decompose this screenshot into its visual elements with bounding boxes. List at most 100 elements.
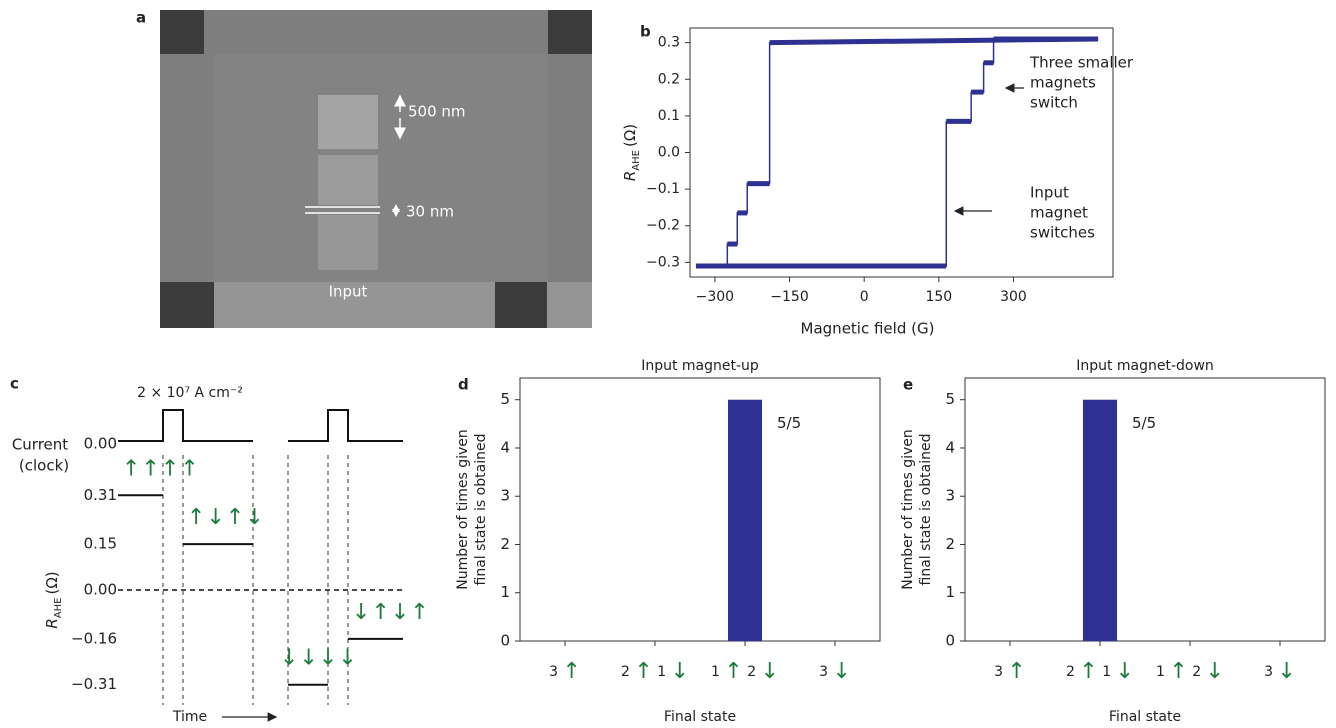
plot-frame — [520, 378, 880, 641]
x-axis-label: Final state — [1109, 709, 1181, 725]
y-tick-label: −0.1 — [646, 181, 680, 197]
glyph: ↑ — [226, 505, 245, 530]
chart-title: Input magnet-up — [641, 358, 759, 374]
y-axis-label-unit: (Ω) — [621, 124, 639, 147]
y-tick-label: 0 — [945, 632, 955, 650]
y-axis-label-main: R — [621, 171, 639, 181]
x-tick-label: 150 — [925, 289, 952, 305]
x-tick-label: 300 — [1000, 289, 1027, 305]
panel-label: b — [640, 23, 651, 41]
x-tick-label: −150 — [770, 289, 808, 305]
glyph: ↑ — [1079, 659, 1097, 684]
glyph: ↓ — [1277, 659, 1295, 684]
y-tick-label: −0.31 — [71, 675, 117, 693]
chart-title: Input magnet-down — [1076, 358, 1214, 374]
x-tick-label: 1 ↑ 2 ↓ — [711, 659, 779, 684]
glyph: 3 — [1264, 664, 1273, 680]
annotation: switch — [1030, 94, 1078, 112]
glyph: ↓ — [1206, 659, 1224, 684]
glyph: ↓ — [338, 646, 357, 671]
y-tick-label: −0.3 — [646, 254, 680, 270]
glyph: ↑ — [161, 456, 180, 481]
glyph: 1 — [1156, 664, 1165, 680]
current-label: Current — [12, 436, 68, 454]
glyph: ↓ — [299, 646, 318, 671]
y-tick-label: 0.31 — [84, 486, 117, 504]
y-tick-label: 0.0 — [658, 145, 680, 161]
glyph: 2 — [1192, 664, 1201, 680]
glyph: 1 — [657, 664, 666, 680]
micrograph — [160, 10, 592, 328]
y-tick-label: 5 — [945, 390, 955, 408]
y-axis-label-sub: AHE — [631, 150, 642, 171]
y-tick-label: 2 — [500, 535, 510, 553]
x-tick-label: 0 — [860, 289, 869, 305]
value-label: 5/5 — [1132, 414, 1156, 432]
x-axis-label: Final state — [664, 709, 736, 725]
y-tick-label: 0 — [500, 632, 510, 650]
y-tick-label: 0.3 — [658, 35, 680, 51]
glyph: ↓ — [391, 600, 410, 625]
annotation: magnets — [1030, 74, 1096, 92]
y-axis-label-sub: AHE — [53, 598, 64, 619]
y-axis-label: final state is obtained — [473, 434, 489, 586]
y-axis-label: Number of times given — [455, 429, 471, 590]
y-tick-label: 3 — [500, 487, 510, 505]
glyph: ↓ — [1116, 659, 1134, 684]
y-tick-label: 2 — [945, 535, 955, 553]
glyph: ↑ — [1169, 659, 1187, 684]
y-tick-label: −0.2 — [646, 218, 680, 234]
glyph: ↑ — [141, 456, 160, 481]
glyph: ↓ — [280, 646, 299, 671]
pulse-label: 2 × 10⁷ A cm⁻² — [137, 385, 243, 401]
state: ↑↓↑↓ — [187, 505, 265, 530]
input-label: Input — [329, 283, 368, 301]
figure: a 500 nm 30 nm Input b0.30.20.10.0−0.1−0… — [0, 0, 1336, 728]
state: ↓↑↓↑ — [352, 600, 430, 625]
glyph: 3 — [994, 664, 1003, 680]
current-trace — [118, 410, 403, 441]
page: {"figure_panel_a": {"label": "a", "scale… — [0, 0, 1336, 728]
y-tick-label: 4 — [945, 438, 955, 456]
y-axis-label-main: R — [43, 618, 61, 628]
glyph: ↓ — [832, 659, 850, 684]
x-axis-label: Time — [172, 709, 207, 725]
x-tick-label: 2 ↑ 1 ↓ — [1066, 659, 1134, 684]
y-axis-label: RAHE (Ω) — [621, 124, 642, 181]
glyph: 3 — [819, 664, 828, 680]
glyph: ↓ — [206, 505, 225, 530]
x-tick-label: 3 ↓ — [819, 659, 851, 684]
y-axis-label: Number of times given — [900, 429, 916, 590]
x-tick-label: 3 ↑ — [549, 659, 581, 684]
glyph: ↓ — [671, 659, 689, 684]
x-tick-label: 3 ↓ — [1264, 659, 1296, 684]
glyph: ↓ — [761, 659, 779, 684]
y-tick-label: 0.2 — [658, 71, 680, 87]
annotation: Input — [1030, 184, 1069, 202]
annotation: magnet — [1030, 204, 1088, 222]
panel-label: a — [136, 9, 146, 27]
y-tick-label: 5 — [500, 390, 510, 408]
glyph: ↑ — [187, 505, 206, 530]
glyph: ↑ — [180, 456, 199, 481]
panel-label: d — [458, 376, 469, 394]
glyph: ↑ — [1007, 659, 1025, 684]
y-tick-label: 0.00 — [84, 581, 117, 599]
glyph: 2 — [621, 664, 630, 680]
bar — [1083, 400, 1117, 641]
x-tick-label: 3 ↑ — [994, 659, 1026, 684]
x-tick-label: −300 — [696, 289, 734, 305]
scale-label: 500 nm — [408, 103, 466, 121]
annotation: switches — [1030, 224, 1095, 242]
glyph: ↓ — [352, 600, 371, 625]
y-axis-label-unit: (Ω) — [43, 571, 61, 594]
current-label: (clock) — [19, 457, 69, 475]
glyph: 2 — [1066, 664, 1075, 680]
glyph: ↑ — [724, 659, 742, 684]
bar — [728, 400, 762, 641]
glyph: 1 — [711, 664, 720, 680]
y-tick-label: 0.15 — [84, 535, 117, 553]
x-tick-label: 2 ↑ 1 ↓ — [621, 659, 689, 684]
annotation: Three smaller — [1029, 54, 1134, 72]
state: ↑↑↑↑ — [122, 456, 200, 481]
